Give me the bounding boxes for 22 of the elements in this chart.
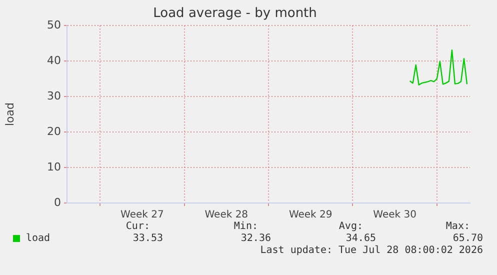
y-tick-label: 30 bbox=[47, 89, 61, 102]
y-axis-title: load bbox=[3, 102, 16, 126]
text: 33.53 bbox=[132, 233, 163, 244]
chart-title: Load average - by month bbox=[153, 6, 317, 22]
y-tick-label: 10 bbox=[47, 160, 61, 174]
y-tick-label: 20 bbox=[47, 124, 61, 138]
x-tick-label: Week 29 bbox=[288, 210, 332, 221]
text: 34.65 bbox=[346, 233, 376, 244]
y-tick-label: 40 bbox=[47, 54, 61, 67]
text: 32.36 bbox=[240, 233, 271, 244]
text: 65.70 bbox=[452, 233, 483, 244]
x-tick-label: Week 28 bbox=[204, 210, 248, 221]
text: Max: bbox=[446, 221, 470, 232]
text: Avg: bbox=[338, 221, 363, 232]
y-tick-label: 0 bbox=[54, 196, 61, 209]
text: Last update: Tue Jul 28 08:00:02 2026 bbox=[260, 245, 483, 256]
x-tick-label: Week 30 bbox=[373, 210, 416, 221]
y-tick-label: 50 bbox=[47, 18, 61, 32]
x-tick-label: Week 27 bbox=[120, 210, 164, 221]
legend-label: load bbox=[26, 233, 50, 244]
text: Min: bbox=[234, 221, 258, 232]
text: Cur: bbox=[126, 221, 150, 232]
